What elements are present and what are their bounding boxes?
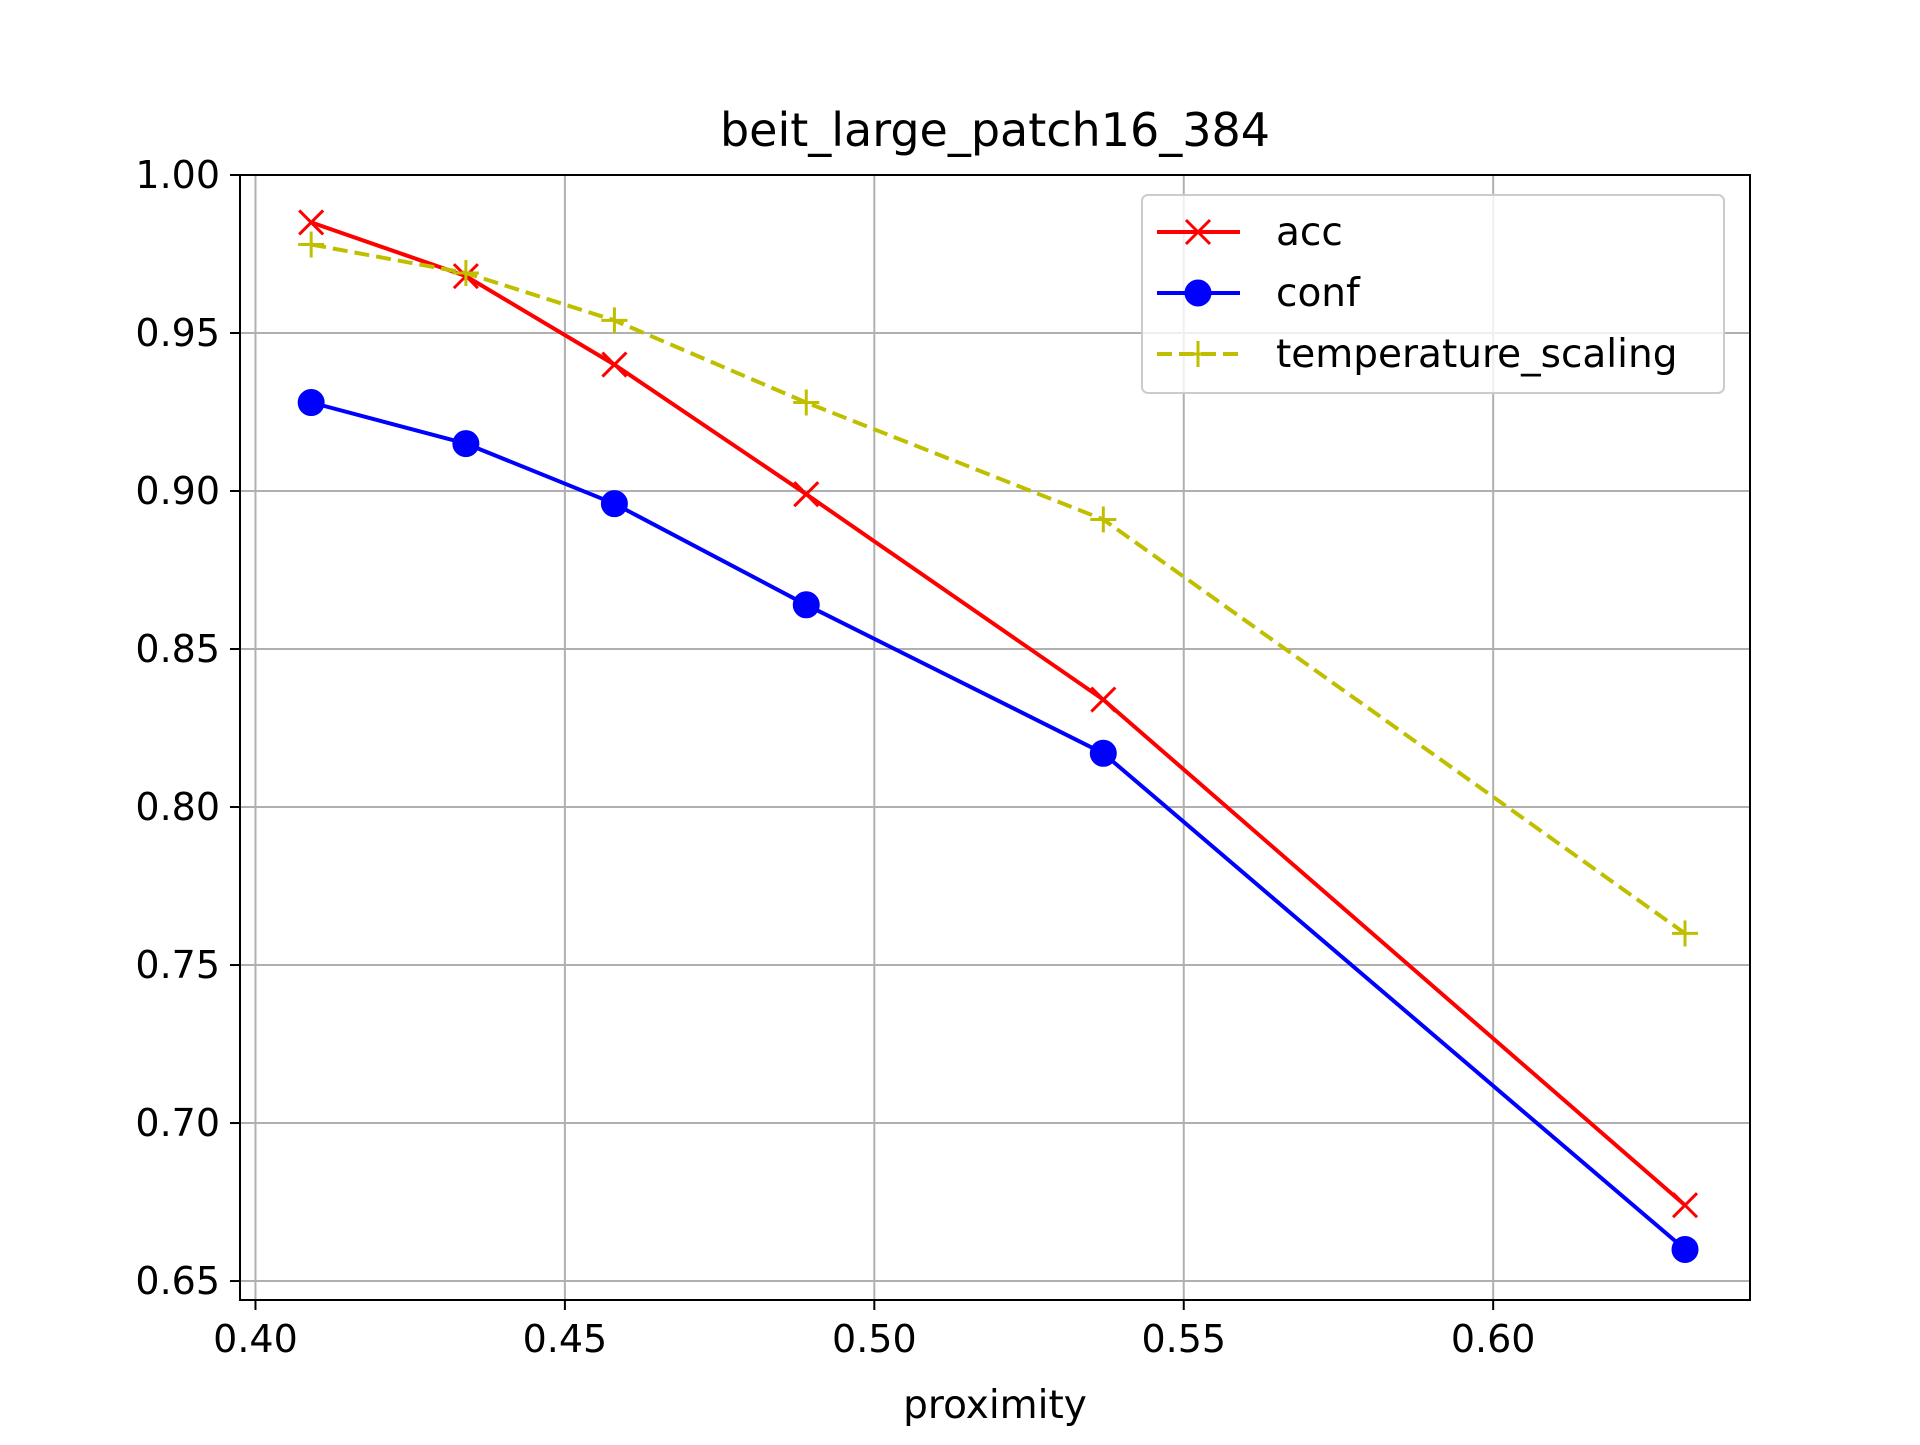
- y-tick-label: 0.65: [135, 1259, 220, 1303]
- legend-label-acc: acc: [1276, 210, 1343, 255]
- legend: acc conf temperature_scaling: [1141, 194, 1725, 394]
- x-tick-label: 0.50: [832, 1317, 917, 1361]
- series-conf: [297, 389, 1699, 1263]
- legend-marker-conf: [1184, 279, 1212, 307]
- data-point-temperature_scaling: [793, 389, 820, 416]
- series-temperature_scaling: [298, 231, 1699, 947]
- legend-marker-acc: [1184, 218, 1212, 246]
- y-tick-label: 0.85: [135, 627, 220, 671]
- marker-stroke: [793, 481, 820, 508]
- marker-stroke: [1671, 1192, 1699, 1219]
- y-tick-label: 0.75: [135, 943, 220, 987]
- marker-stroke: [1184, 218, 1212, 246]
- marker-stroke: [601, 351, 628, 378]
- x-tick-label: 0.60: [1451, 1317, 1536, 1361]
- data-point-conf: [452, 430, 480, 458]
- y-tick-label: 0.95: [135, 311, 220, 355]
- data-point-conf: [1089, 739, 1117, 767]
- plot-frame: [239, 174, 1751, 1301]
- legend-box: [1141, 194, 1725, 394]
- marker-stroke: [298, 209, 325, 236]
- series-lines: [297, 209, 1699, 1263]
- data-point-temperature_scaling: [601, 307, 628, 334]
- legend-item-conf: conf: [1157, 271, 1361, 316]
- data-point-conf: [1671, 1235, 1699, 1263]
- x-tick-label: 0.45: [523, 1317, 608, 1361]
- data-point-temperature_scaling: [1090, 506, 1117, 533]
- data-point-acc: [793, 481, 820, 508]
- legend-label-conf: conf: [1276, 271, 1361, 316]
- series-line-conf: [310, 400, 1687, 1251]
- y-tick-label: 0.80: [135, 785, 220, 829]
- data-point-acc: [1090, 686, 1117, 713]
- y-tick-label: 0.90: [135, 469, 220, 513]
- y-tick-label: 0.70: [135, 1101, 220, 1145]
- data-point-temperature_scaling: [1672, 920, 1699, 947]
- data-point-temperature_scaling: [298, 231, 325, 258]
- legend-label-temperature_scaling: temperature_scaling: [1276, 332, 1677, 377]
- series-line-acc: [310, 220, 1687, 1207]
- chart-title: beit_large_patch16_384: [720, 103, 1270, 157]
- x-tick-label: 0.40: [213, 1317, 298, 1361]
- series-line-temperature_scaling: [310, 242, 1687, 936]
- series-acc: [298, 209, 1699, 1219]
- x-axis-label: proximity: [903, 1383, 1087, 1428]
- marker-stroke: [1090, 686, 1117, 713]
- legend-item-acc: acc: [1157, 210, 1343, 255]
- x-tick-label: 0.55: [1141, 1317, 1226, 1361]
- data-point-conf: [297, 389, 325, 417]
- data-point-conf: [600, 490, 628, 518]
- grid: [240, 174, 1750, 1300]
- data-point-acc: [601, 351, 628, 378]
- data-point-conf: [792, 591, 820, 619]
- legend-item-temperature_scaling: temperature_scaling: [1157, 332, 1677, 377]
- data-point-temperature_scaling: [452, 259, 479, 286]
- legend-marker-temperature_scaling: [1185, 341, 1211, 367]
- axis-ticks: 0.40 0.45 0.50 0.55 0.60 0.65 0.70 0.75 0.80 0.85…: [135, 153, 1535, 1361]
- y-tick-label: 1.00: [135, 153, 220, 197]
- data-point-acc: [298, 209, 325, 236]
- data-point-acc: [1671, 1192, 1699, 1219]
